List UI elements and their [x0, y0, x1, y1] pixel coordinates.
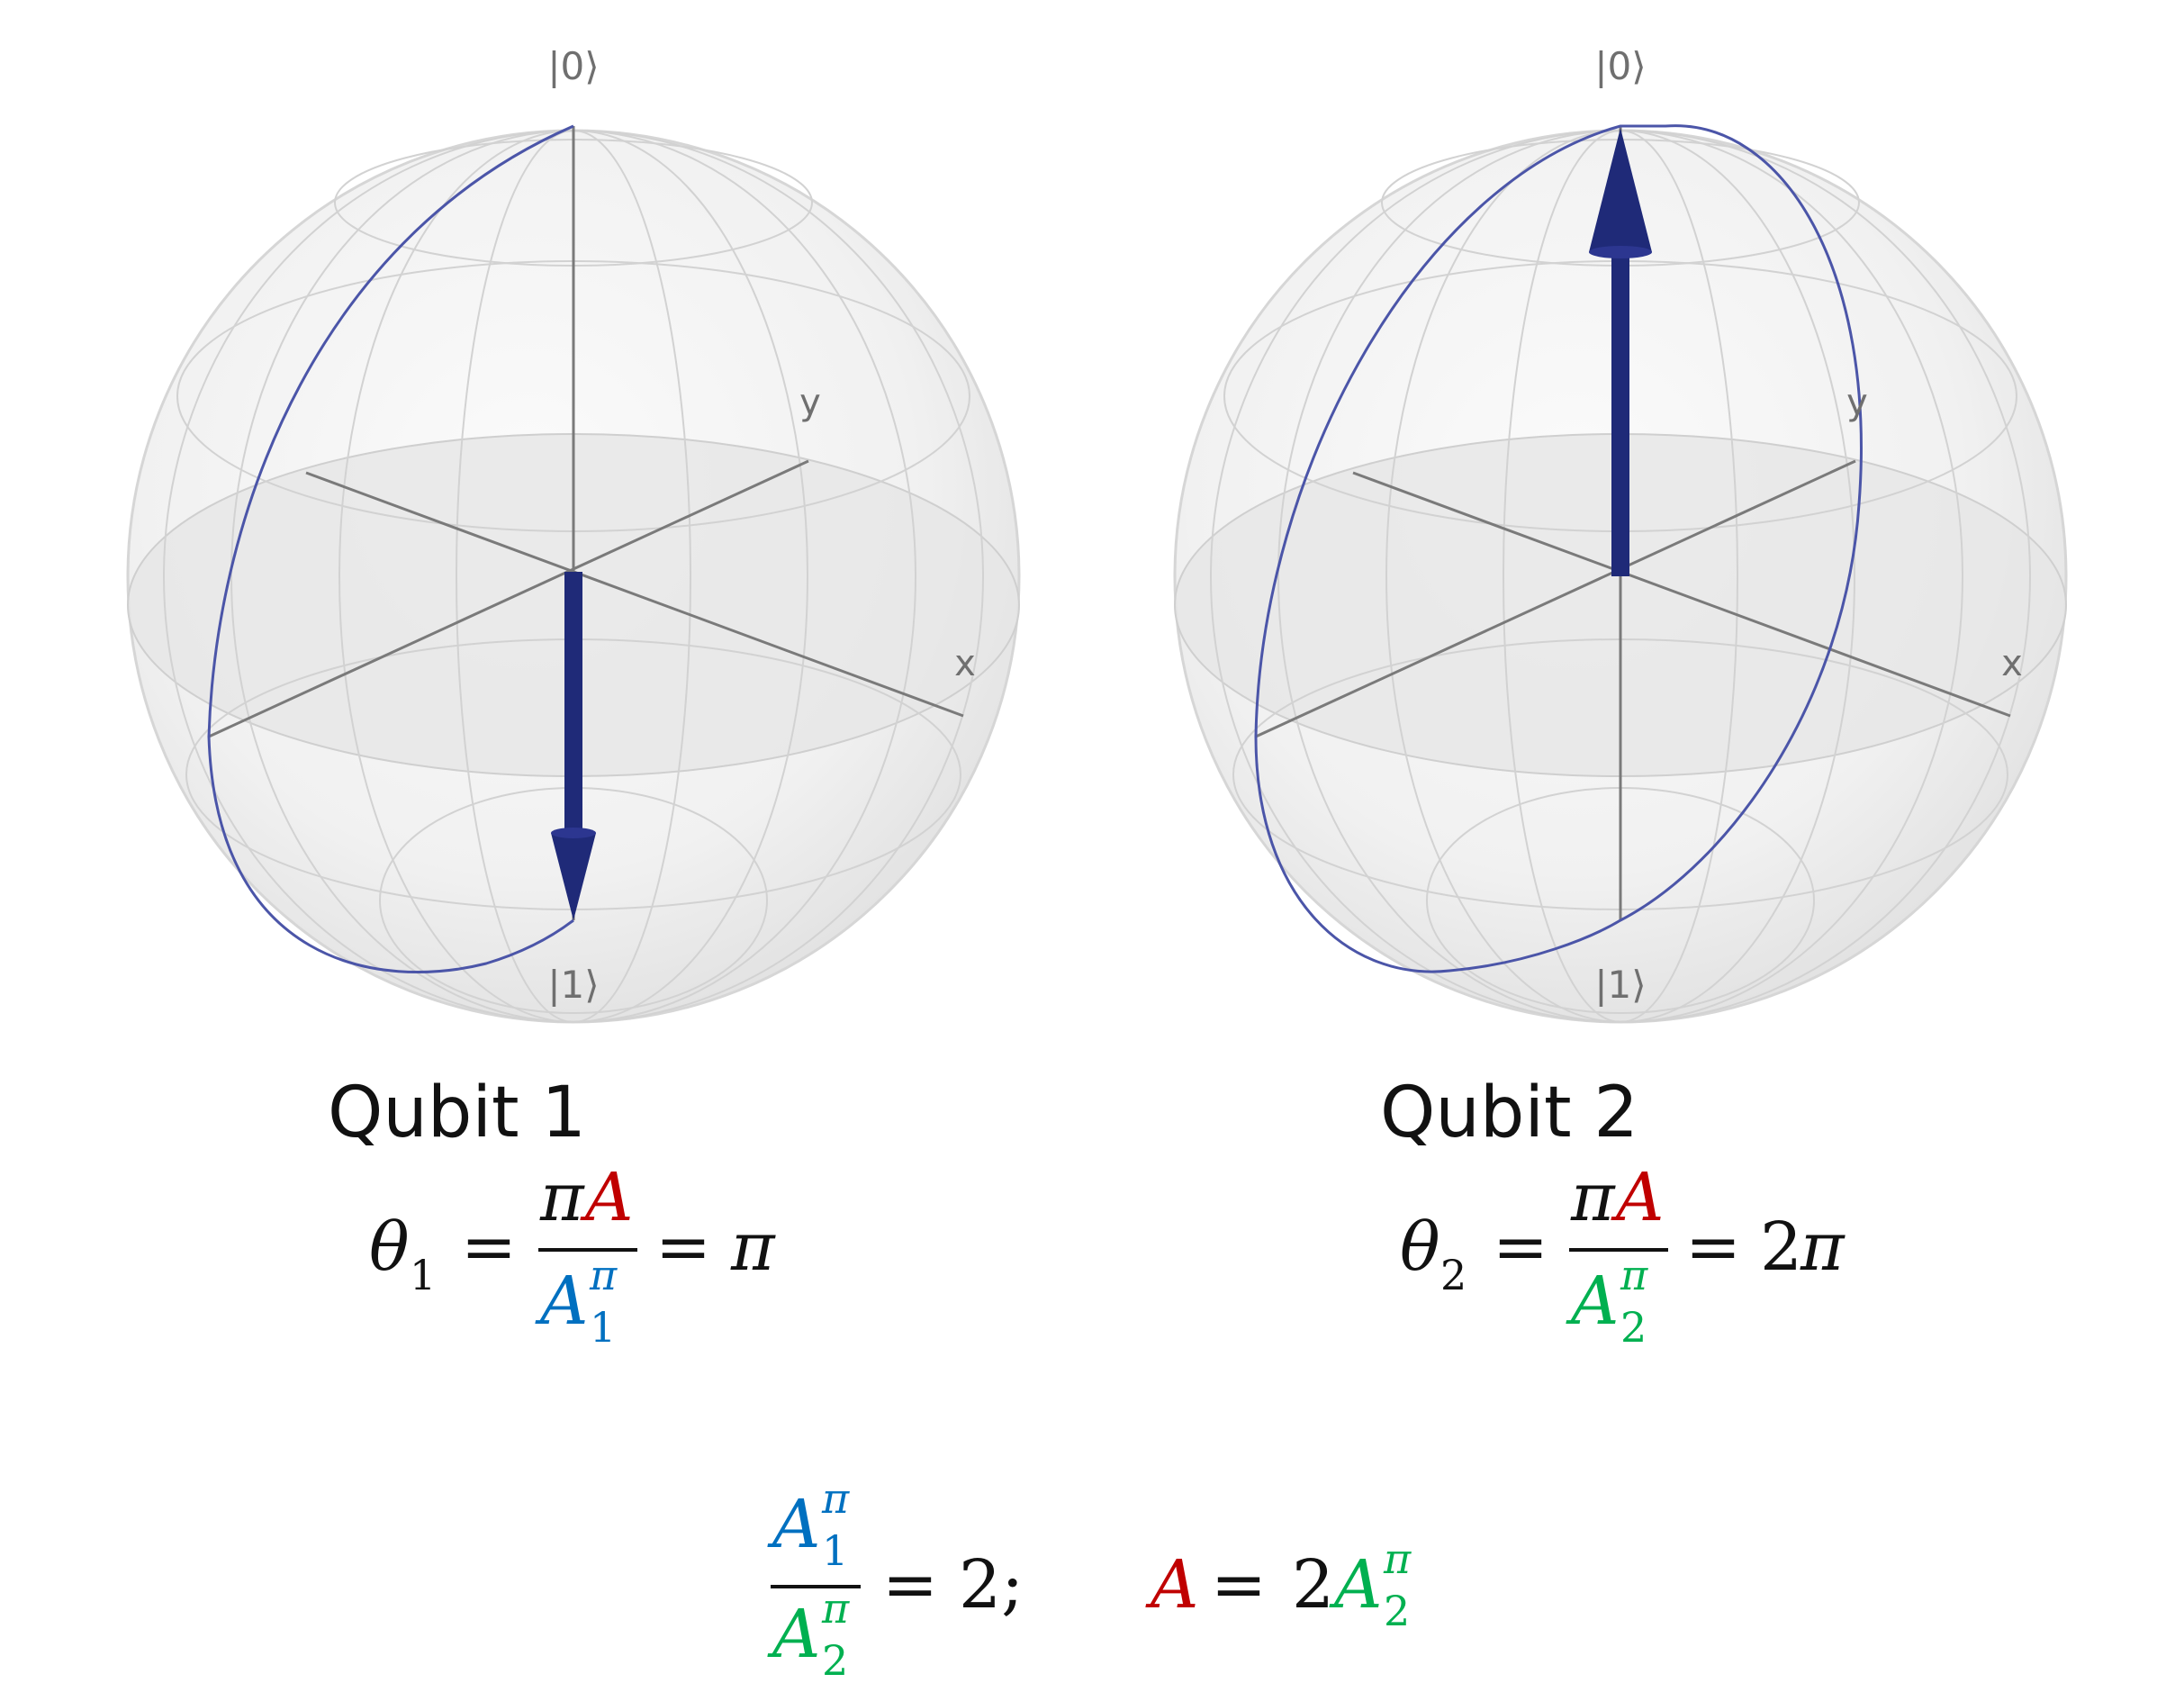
ket-zero-label: |0⟩: [1594, 44, 1646, 88]
svg-text:A: A: [767, 1596, 820, 1673]
svg-text:=: =: [1493, 1208, 1548, 1286]
svg-text:π: π: [821, 1584, 850, 1633]
svg-text:A: A: [535, 1262, 588, 1340]
svg-text:2: 2: [1440, 1251, 1467, 1299]
svg-text:=: =: [655, 1208, 711, 1286]
svg-text:θ: θ: [369, 1208, 410, 1286]
bloch-sphere-qubit-2: |0⟩ |1⟩ y x: [1173, 44, 2068, 1024]
ket-one-label: |1⟩: [547, 963, 599, 1007]
bloch-sphere-qubit-1: |0⟩ |1⟩ y x: [126, 44, 1021, 1024]
svg-text:π: π: [1570, 1159, 1616, 1236]
ket-zero-label: |0⟩: [547, 44, 599, 88]
svg-text:π: π: [730, 1208, 776, 1286]
equation-amplitude-relation: A π 1 A π 2 = 2; A = 2 A π 2: [767, 1474, 1412, 1683]
svg-text:=: =: [1685, 1208, 1741, 1286]
svg-text:A: A: [1611, 1159, 1664, 1236]
caption-qubit-2: Qubit 2: [1380, 1072, 1638, 1154]
svg-text:π: π: [1800, 1208, 1846, 1286]
equation-theta-1: θ 1 = π A A π 1 = π: [369, 1159, 776, 1352]
svg-text:=: =: [461, 1208, 517, 1286]
svg-text:π: π: [1620, 1251, 1648, 1299]
svg-text:π: π: [1383, 1534, 1412, 1583]
svg-text:2: 2: [1292, 1546, 1334, 1624]
svg-text:A: A: [1145, 1546, 1198, 1624]
axis-y-label: y: [1846, 382, 1868, 423]
svg-text:π: π: [821, 1474, 850, 1523]
axis-x-label: x: [954, 643, 976, 684]
equation-theta-2: θ 2 = π A A π 2 = 2 π: [1400, 1159, 1846, 1352]
svg-text:2: 2: [822, 1636, 848, 1683]
svg-text:A: A: [767, 1486, 820, 1563]
svg-text:A: A: [1566, 1262, 1619, 1340]
svg-text:2: 2: [1384, 1587, 1410, 1635]
rotation-trajectory: [1254, 124, 1863, 973]
svg-text:A: A: [580, 1159, 633, 1236]
svg-text:A: A: [1329, 1546, 1382, 1624]
state-vector-arrow: [551, 572, 596, 920]
rotation-trajectory: [207, 124, 574, 973]
svg-text:1: 1: [410, 1251, 436, 1299]
svg-text:1: 1: [590, 1303, 616, 1352]
svg-text:π: π: [589, 1251, 618, 1299]
svg-text:=: =: [1211, 1546, 1267, 1624]
svg-text:2: 2: [1760, 1208, 1802, 1286]
svg-text:2: 2: [1620, 1303, 1647, 1352]
svg-text:2;: 2;: [959, 1546, 1024, 1624]
caption-qubit-1: Qubit 1: [328, 1072, 586, 1154]
ket-one-label: |1⟩: [1594, 963, 1646, 1007]
svg-text:θ: θ: [1400, 1208, 1440, 1286]
axis-x-label: x: [2001, 643, 2023, 684]
axis-y-label: y: [799, 382, 821, 423]
svg-text:π: π: [539, 1159, 585, 1236]
svg-text:=: =: [882, 1546, 938, 1624]
svg-text:1: 1: [822, 1526, 848, 1575]
state-vector-arrow: [1589, 128, 1652, 576]
